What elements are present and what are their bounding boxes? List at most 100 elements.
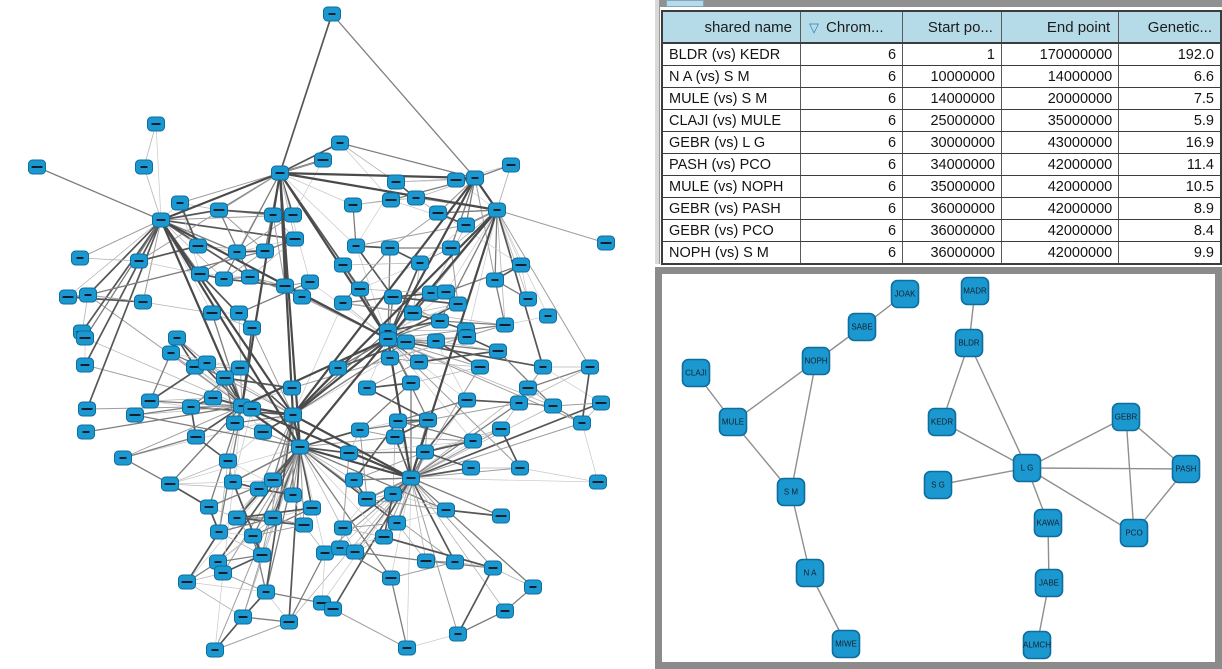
overview-edge[interactable] [299, 446, 456, 563]
overview-edge[interactable] [394, 436, 474, 442]
overview-edge[interactable] [218, 209, 266, 252]
cell-end-point[interactable]: 20000000 [1001, 87, 1120, 110]
overview-edge[interactable] [224, 377, 294, 416]
overview-network-canvas[interactable] [0, 0, 660, 669]
overview-edge[interactable] [160, 219, 294, 416]
overview-edge[interactable] [241, 404, 412, 480]
cell-start-position[interactable]: 36000000 [902, 241, 1002, 265]
cell-genetic-distance[interactable]: 6.6 [1118, 65, 1222, 88]
filter-funnel-icon[interactable]: ▽ [809, 19, 820, 35]
cell-end-point[interactable]: 14000000 [1001, 65, 1120, 88]
overview-edge[interactable] [251, 327, 294, 416]
overview-edge[interactable] [392, 296, 459, 305]
detail-node[interactable] [1111, 402, 1141, 432]
detail-edge[interactable] [1125, 416, 1135, 534]
cell-end-point[interactable]: 42000000 [1001, 241, 1120, 265]
overview-edge[interactable] [396, 451, 426, 524]
overview-edge[interactable] [494, 209, 498, 281]
cell-end-point[interactable]: 170000000 [1001, 43, 1120, 66]
detail-node[interactable] [954, 328, 984, 358]
overview-edge[interactable] [445, 264, 522, 293]
detail-edge[interactable] [1026, 416, 1127, 469]
cell-end-point[interactable]: 42000000 [1001, 219, 1120, 242]
detail-node[interactable] [1022, 630, 1052, 660]
overview-edge[interactable] [186, 581, 267, 593]
overview-edge[interactable] [169, 460, 229, 485]
overview-edge[interactable] [466, 209, 498, 338]
overview-edge[interactable] [392, 436, 396, 495]
overview-edge[interactable] [581, 422, 599, 483]
overview-edge[interactable] [457, 567, 494, 635]
column-header-genetic[interactable]: Genetic... [1118, 11, 1222, 44]
cell-chromosome[interactable]: 6 [800, 153, 904, 176]
overview-edge[interactable] [87, 294, 144, 303]
detail-node[interactable] [1171, 454, 1201, 484]
detail-edge[interactable] [732, 360, 817, 423]
table-row[interactable]: CLAJI (vs) MULE 6 25000000 35000000 5.9 [662, 109, 1222, 132]
overview-edge[interactable] [279, 172, 354, 206]
cell-start-position[interactable]: 25000000 [902, 109, 1002, 132]
overview-edge[interactable] [138, 172, 281, 262]
detail-edge[interactable] [790, 360, 817, 493]
cell-start-position[interactable]: 14000000 [902, 87, 1002, 110]
overview-edge[interactable] [450, 247, 459, 305]
cell-end-point[interactable]: 42000000 [1001, 153, 1120, 176]
overview-edge[interactable] [84, 219, 162, 339]
overview-edge[interactable] [67, 219, 162, 298]
overview-edge[interactable] [138, 245, 199, 262]
overview-edge[interactable] [418, 350, 499, 363]
overview-edge[interactable] [445, 509, 502, 517]
overview-edge[interactable] [234, 414, 294, 424]
overview-edge[interactable] [218, 209, 251, 278]
overview-edge[interactable] [383, 536, 494, 569]
overview-edge[interactable] [299, 446, 392, 579]
overview-edge[interactable] [279, 172, 389, 340]
table-row[interactable]: GEBR (vs) PCO 6 36000000 42000000 8.4 [662, 219, 1222, 242]
overview-edge[interactable] [186, 581, 244, 618]
overview-edge[interactable] [418, 361, 481, 368]
detail-node[interactable] [1034, 568, 1064, 598]
overview-edge[interactable] [279, 172, 296, 240]
cell-genetic-distance[interactable]: 16.9 [1118, 131, 1222, 154]
overview-edge[interactable] [410, 477, 456, 563]
overview-edge[interactable] [265, 446, 301, 593]
overview-edge[interactable] [232, 446, 301, 483]
cell-shared-name[interactable]: PASH (vs) PCO [662, 153, 802, 176]
overview-edge[interactable] [410, 422, 583, 479]
overview-edge[interactable] [84, 219, 162, 366]
cell-chromosome[interactable]: 6 [800, 175, 904, 198]
overview-edge[interactable] [390, 561, 456, 579]
overview-edge[interactable] [224, 377, 293, 389]
overview-edge[interactable] [321, 552, 326, 604]
overview-edge[interactable] [169, 481, 234, 485]
cell-end-point[interactable]: 42000000 [1001, 197, 1120, 220]
overview-edge[interactable] [217, 446, 301, 563]
detail-node[interactable] [923, 470, 953, 500]
overview-edge[interactable] [496, 209, 591, 368]
overview-edge[interactable] [342, 262, 421, 266]
overview-edge[interactable] [542, 366, 602, 404]
overview-edge[interactable] [79, 219, 162, 259]
overview-edge[interactable] [409, 209, 499, 479]
overview-edge[interactable] [427, 402, 520, 421]
cell-start-position[interactable]: 36000000 [902, 219, 1002, 242]
overview-edge[interactable] [359, 262, 421, 290]
overview-edge[interactable] [387, 338, 474, 442]
overview-edge[interactable] [410, 477, 494, 569]
overview-edge[interactable] [299, 445, 412, 480]
cell-genetic-distance[interactable]: 10.5 [1118, 175, 1222, 198]
table-row[interactable]: GEBR (vs) PASH 6 36000000 42000000 8.9 [662, 197, 1222, 220]
detail-node[interactable] [681, 358, 711, 388]
overview-edge[interactable] [149, 397, 214, 402]
overview-edge[interactable] [223, 172, 281, 280]
overview-edge[interactable] [176, 337, 243, 407]
overview-edge[interactable] [299, 446, 355, 481]
cell-genetic-distance[interactable]: 11.4 [1118, 153, 1222, 176]
table-row[interactable]: N A (vs) S M 6 10000000 14000000 6.6 [662, 65, 1222, 88]
overview-edge[interactable] [149, 352, 172, 402]
overview-edge[interactable] [299, 436, 396, 448]
detail-node[interactable] [1012, 453, 1042, 483]
overview-edge[interactable] [299, 446, 326, 554]
cell-start-position[interactable]: 34000000 [902, 153, 1002, 176]
cell-chromosome[interactable]: 6 [800, 43, 904, 66]
